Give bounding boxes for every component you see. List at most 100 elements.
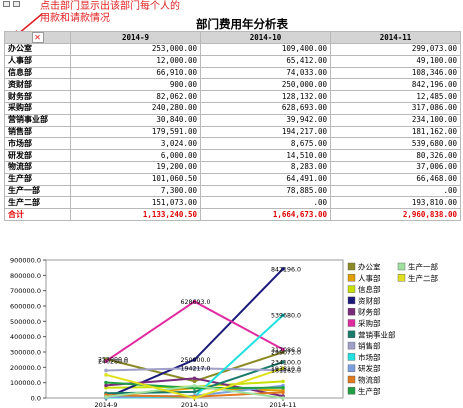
- table-cell: 12,485.00: [330, 90, 461, 103]
- legend-label[interactable]: 销售部: [358, 341, 381, 351]
- data-point: [192, 379, 197, 384]
- dept-link[interactable]: 物流部: [4, 160, 71, 174]
- data-point: [192, 396, 197, 400]
- dept-link[interactable]: 生产部: [4, 172, 71, 186]
- toolbar-icon-1[interactable]: [3, 1, 10, 7]
- dept-link[interactable]: 人事部: [4, 54, 71, 68]
- table-header-corner: ✕: [4, 31, 71, 44]
- table-cell: 37,006.00: [330, 160, 461, 174]
- dept-link[interactable]: 采购部: [4, 101, 71, 115]
- close-icon[interactable]: ✕: [31, 32, 44, 43]
- legend-swatch[interactable]: [347, 296, 356, 305]
- legend-label[interactable]: 办公室: [358, 262, 381, 272]
- line-chart: 0.0 100000.0 200000.0 300000.0 400000.0 50000…: [10, 257, 459, 408]
- table-row: 营销事业部 30,840.00 39,942.00 234,100.00: [4, 113, 461, 127]
- table-cell: 108,346.00: [330, 66, 461, 80]
- table-cell: 82,062.00: [70, 90, 201, 103]
- table-cell: 253,000.00: [70, 43, 201, 56]
- legend-label[interactable]: 财务部: [358, 307, 381, 317]
- table-cell: 6,000.00: [70, 149, 201, 162]
- data-point: [281, 350, 285, 354]
- table-cell: 74,033.00: [200, 66, 331, 80]
- table-cell: 181,162.00: [330, 125, 461, 139]
- data-point: [192, 299, 197, 304]
- table-cell: 14,510.00: [200, 149, 331, 162]
- table-row: 人事部 12,000.00 65,412.00 49,100.00: [4, 54, 461, 68]
- table-header-row: ✕ 2014-9 2014-10 2014-11: [4, 31, 461, 44]
- annotation-note: 点击部门显示出该部门每个人的 用款和请款情况: [40, 1, 180, 25]
- x-tick-label: 2014-10: [181, 401, 208, 408]
- table-cell: 628,693.00: [200, 101, 331, 115]
- legend-swatch[interactable]: [347, 330, 356, 339]
- data-point: [192, 357, 197, 362]
- legend-swatch[interactable]: [347, 353, 356, 361]
- dept-link[interactable]: 市场部: [4, 137, 71, 151]
- data-point: [281, 347, 285, 352]
- toolbar-icon-2[interactable]: [13, 1, 20, 7]
- table-cell: 49,100.00: [330, 54, 461, 68]
- data-point: [192, 376, 197, 381]
- legend-label[interactable]: 生产一部: [408, 262, 438, 272]
- table-cell: 8,283.00: [200, 160, 331, 174]
- legend-swatch[interactable]: [347, 262, 356, 271]
- x-tick-label: 2014-11: [269, 401, 296, 408]
- dept-link[interactable]: 营销事业部: [4, 113, 71, 127]
- table-total-row: 合计 1,133,240.50 1,664,673.00 2,960,838.00: [4, 208, 461, 221]
- data-label: 181162.0: [271, 368, 301, 375]
- annotation-line-1: 点击部门显示出该部门每个人的: [40, 1, 180, 12]
- table-cell: 7,300.00: [70, 184, 201, 198]
- legend-swatch[interactable]: [347, 285, 356, 293]
- legend-swatch[interactable]: [347, 364, 356, 372]
- legend-label[interactable]: 信息部: [358, 284, 381, 294]
- table-cell: 317,086.00: [330, 101, 461, 115]
- legend-label[interactable]: 生产二部: [408, 273, 438, 283]
- legend-label[interactable]: 物流部: [358, 375, 381, 385]
- legend-swatch[interactable]: [347, 387, 356, 395]
- data-label: 194217.0: [181, 366, 211, 373]
- dept-link[interactable]: 生产一部: [4, 184, 71, 198]
- legend-label[interactable]: 市场部: [358, 352, 381, 362]
- dept-link[interactable]: 生产二部: [4, 196, 71, 210]
- legend-swatch[interactable]: [347, 341, 356, 350]
- legend-swatch[interactable]: [347, 375, 356, 384]
- legend-swatch[interactable]: [397, 274, 406, 282]
- data-label: 240280.0: [98, 359, 128, 366]
- dept-link[interactable]: 办公室: [4, 43, 71, 56]
- y-tick-label: 0.0: [31, 395, 41, 403]
- data-point: [104, 383, 108, 388]
- dept-link[interactable]: 研发部: [4, 149, 71, 162]
- table-row: 生产二部 151,073.00.00 193,810.00: [4, 196, 461, 210]
- data-point: [192, 390, 197, 394]
- legend-label[interactable]: 生产部: [358, 386, 381, 396]
- table-row: 采购部 240,280.00 628,693.00 317,086.00: [4, 101, 461, 115]
- table-row: 销售部 179,591.00 194,217.00 181,162.00: [4, 125, 461, 139]
- dept-link[interactable]: 信息部: [4, 66, 71, 80]
- data-point: [104, 380, 108, 385]
- data-label: 193810.0: [271, 366, 301, 373]
- table-cell: 65,412.00: [200, 54, 331, 68]
- table-cell: 128,132.00: [200, 90, 331, 103]
- dept-link[interactable]: 销售部: [4, 125, 71, 139]
- data-point: [192, 366, 197, 371]
- legend-label[interactable]: 采购部: [358, 318, 381, 328]
- data-point: [104, 373, 108, 377]
- legend-swatch[interactable]: [347, 308, 356, 316]
- table-row: 财务部 82,062.00 128,132.00 12,485.00: [4, 90, 461, 103]
- dept-link[interactable]: 财务部: [4, 90, 71, 103]
- dept-link[interactable]: 资财部: [4, 78, 71, 92]
- legend-swatch[interactable]: [397, 262, 406, 271]
- data-point: [281, 267, 285, 271]
- table-cell: 900.00: [70, 78, 201, 92]
- legend-label[interactable]: 营销事业部: [358, 329, 396, 339]
- legend-label[interactable]: 人事部: [358, 273, 381, 283]
- plot-frame: [45, 259, 344, 399]
- table-cell: 80,326.00: [330, 149, 461, 162]
- legend-label[interactable]: 资财部: [358, 295, 381, 305]
- legend-swatch[interactable]: [347, 319, 356, 327]
- y-tick-label: 800000.0: [10, 272, 41, 280]
- x-tick-label: 2014-9: [94, 401, 117, 408]
- table-row: 办公室 253,000.00 109,400.00 299,073.00: [4, 43, 461, 56]
- legend-label[interactable]: 研发部: [358, 363, 381, 373]
- legend-swatch[interactable]: [347, 274, 356, 282]
- y-tick-label: 400000.0: [10, 333, 41, 341]
